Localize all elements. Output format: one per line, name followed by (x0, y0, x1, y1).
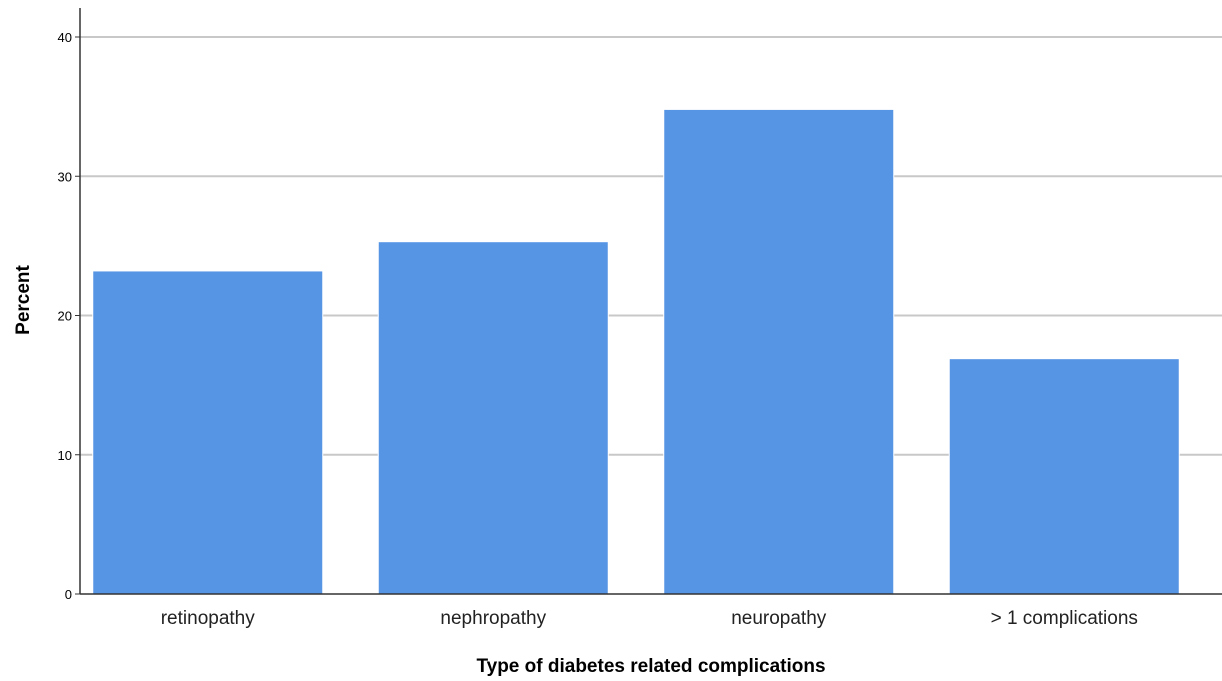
bar-neuropathy (663, 108, 895, 595)
bar-retinopathy (92, 270, 324, 595)
y-tick-label: 40 (58, 30, 72, 45)
x-tick-label: > 1 complications (991, 608, 1138, 629)
y-tick-label: 0 (65, 587, 72, 602)
x-tick-label: nephropathy (440, 608, 546, 629)
bars (92, 108, 1180, 595)
x-tick-label: retinopathy (161, 608, 256, 629)
bar-nephropathy (377, 241, 609, 595)
x-axis-title: Type of diabetes related complications (476, 656, 825, 677)
x-tick-label: neuropathy (731, 608, 827, 629)
y-tick-label: 10 (58, 448, 72, 463)
axes (79, 8, 1222, 595)
y-axis-title: Percent (13, 264, 34, 334)
bar-1-complications (948, 358, 1180, 595)
y-tick-label: 30 (58, 169, 72, 184)
y-tick-label: 20 (58, 309, 72, 324)
x-tick-labels: retinopathy nephropathy neuropathy > 1 comp… (161, 608, 1138, 629)
y-tick-labels: 0 10 20 30 40 (58, 30, 72, 602)
